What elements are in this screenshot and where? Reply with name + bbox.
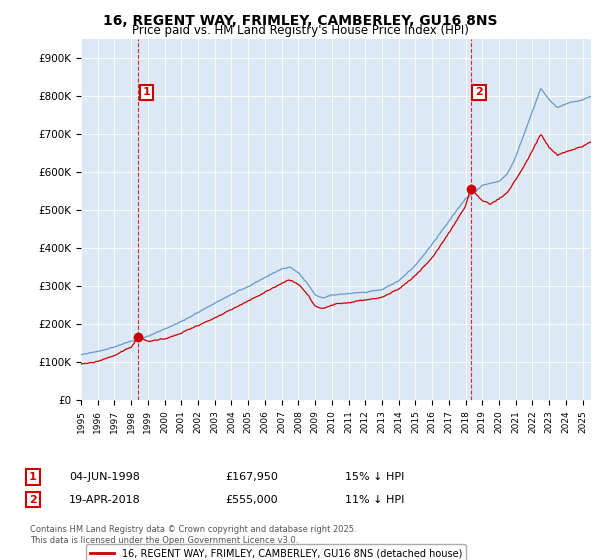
Text: 11% ↓ HPI: 11% ↓ HPI	[345, 494, 404, 505]
Text: 19-APR-2018: 19-APR-2018	[69, 494, 141, 505]
Text: 15% ↓ HPI: 15% ↓ HPI	[345, 472, 404, 482]
Text: Price paid vs. HM Land Registry's House Price Index (HPI): Price paid vs. HM Land Registry's House …	[131, 24, 469, 36]
Text: Contains HM Land Registry data © Crown copyright and database right 2025.
This d: Contains HM Land Registry data © Crown c…	[30, 525, 356, 545]
Text: £167,950: £167,950	[225, 472, 278, 482]
Text: £555,000: £555,000	[225, 494, 278, 505]
Text: 1: 1	[29, 472, 37, 482]
Legend: 16, REGENT WAY, FRIMLEY, CAMBERLEY, GU16 8NS (detached house), HPI: Average pric: 16, REGENT WAY, FRIMLEY, CAMBERLEY, GU16…	[86, 544, 466, 560]
Text: 2: 2	[475, 87, 483, 97]
Text: 04-JUN-1998: 04-JUN-1998	[69, 472, 140, 482]
Text: 16, REGENT WAY, FRIMLEY, CAMBERLEY, GU16 8NS: 16, REGENT WAY, FRIMLEY, CAMBERLEY, GU16…	[103, 14, 497, 28]
Text: 2: 2	[29, 494, 37, 505]
Text: 1: 1	[143, 87, 151, 97]
